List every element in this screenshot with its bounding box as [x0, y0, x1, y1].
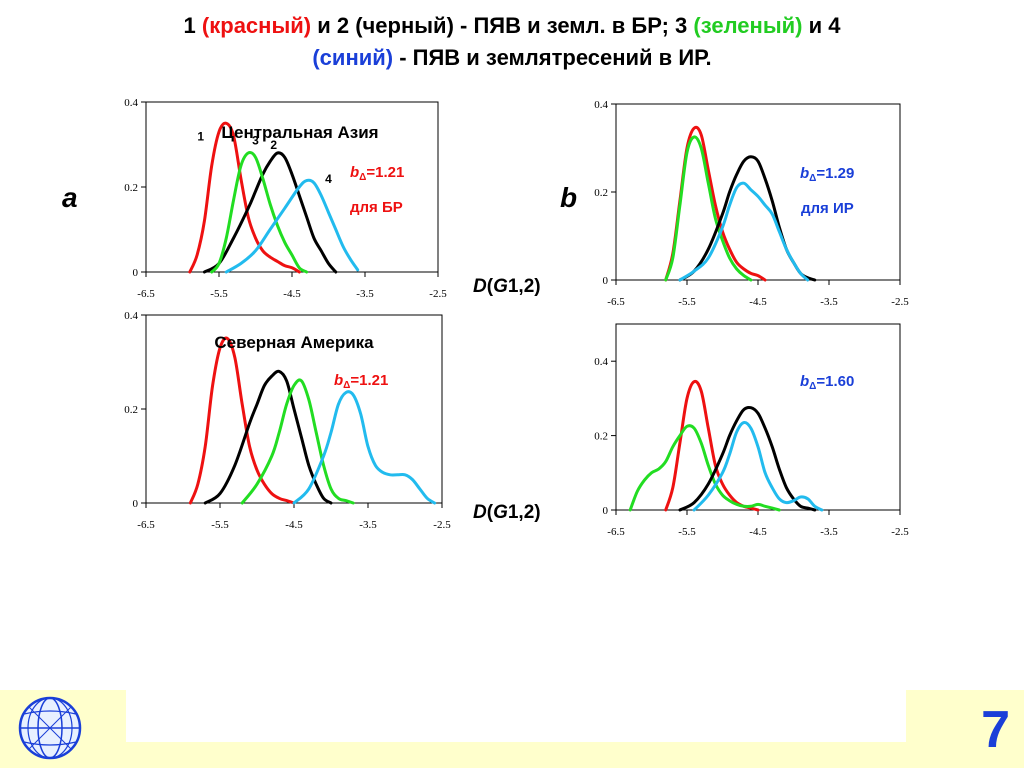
- y-tick-label: 0.2: [594, 431, 608, 443]
- b-delta-annotation: bΔ=1.29: [800, 165, 854, 184]
- chart-a-top: -6.5 -5.5 -4.5 -3.5 -2.5 0 0.2 0.4 Центральная А…: [124, 97, 447, 300]
- y-tick-label: 0.2: [124, 182, 138, 194]
- x-tick-label: -2.5: [433, 519, 451, 531]
- y-tick-label: 0.4: [594, 99, 608, 111]
- series-line-blue: [694, 422, 822, 510]
- x-tick-label: -6.5: [607, 526, 625, 538]
- x-tick-label: -6.5: [607, 296, 625, 308]
- series-line-red: [190, 123, 299, 272]
- x-tick-label: -4.5: [749, 296, 767, 308]
- x-tick-label: -4.5: [285, 519, 303, 531]
- region-annotation: для БР: [350, 199, 403, 216]
- b-delta-annotation: bΔ=1.21: [334, 372, 388, 391]
- x-tick-label: -3.5: [820, 296, 838, 308]
- x-tick-label: -2.5: [891, 526, 909, 538]
- x-tick-label: -3.5: [820, 526, 838, 538]
- x-tick-label: -5.5: [210, 288, 228, 300]
- y-tick-label: 0: [133, 498, 139, 510]
- series-line-black: [204, 153, 335, 272]
- y-tick-label: 0: [603, 275, 609, 287]
- charts-canvas: -6.5 -5.5 -4.5 -3.5 -2.5 0 0.2 0.4 Центральная А…: [0, 0, 1024, 690]
- globe-logo-icon: [14, 692, 86, 764]
- b-delta-annotation: bΔ=1.60: [800, 373, 854, 392]
- curve-label: 4: [325, 172, 332, 186]
- x-tick-label: -5.5: [211, 519, 229, 531]
- curve-label: 2: [270, 138, 277, 152]
- series-line-blue: [294, 392, 435, 503]
- y-tick-label: 0.2: [594, 187, 608, 199]
- region-annotation: для ИР: [801, 200, 854, 217]
- curve-label: 1: [197, 129, 204, 143]
- x-tick-label: -2.5: [429, 288, 447, 300]
- page-number: 7: [981, 700, 1010, 760]
- y-tick-label: 0.4: [124, 310, 138, 322]
- chart-title: Северная Америка: [214, 333, 374, 352]
- plot-frame: [616, 104, 900, 280]
- y-tick-label: 0.4: [124, 97, 138, 109]
- curve-label: 3: [252, 134, 259, 148]
- x-tick-label: -2.5: [891, 296, 909, 308]
- series-line-blue: [226, 180, 357, 272]
- x-tick-label: -3.5: [359, 519, 377, 531]
- y-tick-label: 0: [133, 267, 139, 279]
- x-tick-label: -6.5: [137, 288, 155, 300]
- chart-a-bottom: -6.5 -5.5 -4.5 -3.5 -2.5 0 0.2 0.4 Северная Амер…: [124, 310, 451, 531]
- plot-frame: [616, 324, 900, 510]
- chart-b-bottom: -6.5 -5.5 -4.5 -3.5 -2.5 0 0.2 0.4 bΔ=1.60: [594, 324, 909, 538]
- x-tick-label: -4.5: [749, 526, 767, 538]
- x-tick-label: -3.5: [356, 288, 374, 300]
- x-tick-label: -4.5: [283, 288, 301, 300]
- b-delta-annotation: bΔ=1.21: [350, 164, 404, 183]
- x-tick-label: -6.5: [137, 519, 155, 531]
- chart-title: Центральная Азия: [221, 123, 378, 142]
- x-tick-label: -5.5: [678, 296, 696, 308]
- y-tick-label: 0: [603, 505, 609, 517]
- series-line-red: [190, 338, 294, 503]
- y-tick-label: 0.4: [594, 356, 608, 368]
- x-tick-label: -5.5: [678, 526, 696, 538]
- footer-white-area: [126, 690, 906, 742]
- y-tick-label: 0.2: [124, 404, 138, 416]
- chart-b-top: -6.5 -5.5 -4.5 -3.5 -2.5 0 0.2 0.4 bΔ=1.29 для ИР: [594, 99, 909, 308]
